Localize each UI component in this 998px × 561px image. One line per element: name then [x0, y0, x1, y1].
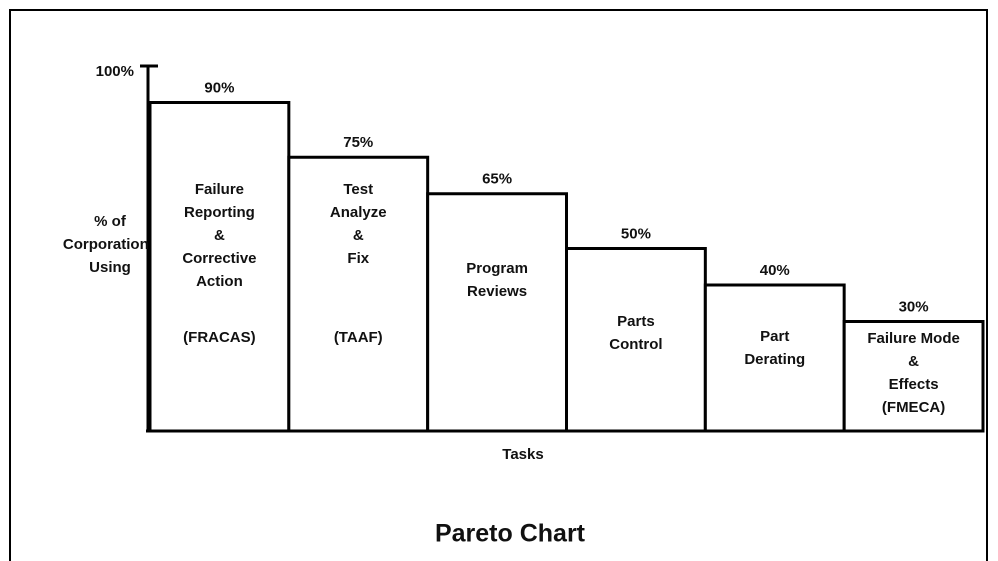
category-label: Part — [760, 328, 789, 345]
x-axis-label: Tasks — [502, 446, 543, 463]
y-axis-label: Using — [89, 259, 131, 276]
category-label: Program — [466, 260, 528, 277]
value-label: 90% — [204, 79, 234, 96]
value-label: 30% — [899, 298, 929, 315]
category-label: Control — [609, 336, 662, 353]
category-label: Analyze — [330, 204, 387, 221]
category-label: Reporting — [184, 204, 255, 221]
category-label: (FMECA) — [882, 399, 945, 416]
category-label: Parts — [617, 313, 655, 330]
bar — [287, 155, 430, 433]
value-label: 40% — [760, 262, 790, 279]
value-label: 75% — [343, 134, 373, 151]
category-label: Corrective — [182, 250, 256, 267]
category-label: & — [214, 227, 225, 244]
value-label: 65% — [482, 171, 512, 188]
category-label: & — [353, 227, 364, 244]
y-axis-label: % of — [94, 213, 127, 230]
category-label: Derating — [744, 351, 805, 368]
category-label: Test — [343, 181, 373, 198]
y-tick-label: 100% — [96, 63, 134, 80]
category-label: Fix — [347, 250, 369, 267]
category-label: & — [908, 353, 919, 370]
frame — [9, 9, 988, 561]
category-label: Effects — [889, 376, 939, 393]
bar — [703, 283, 846, 433]
category-abbreviation: (TAAF) — [334, 329, 383, 346]
bar — [565, 247, 707, 433]
chart-title: Pareto Chart — [435, 520, 586, 548]
bar — [842, 320, 985, 433]
y-axis-label: Corporations — [63, 236, 157, 253]
category-abbreviation: (FRACAS) — [183, 329, 256, 346]
category-label: Reviews — [467, 283, 527, 300]
category-label: Failure — [195, 181, 244, 198]
category-label: Action — [196, 273, 243, 290]
category-label: Failure Mode — [867, 330, 960, 347]
value-label: 50% — [621, 225, 651, 242]
bar — [426, 192, 568, 433]
bar — [148, 101, 291, 433]
